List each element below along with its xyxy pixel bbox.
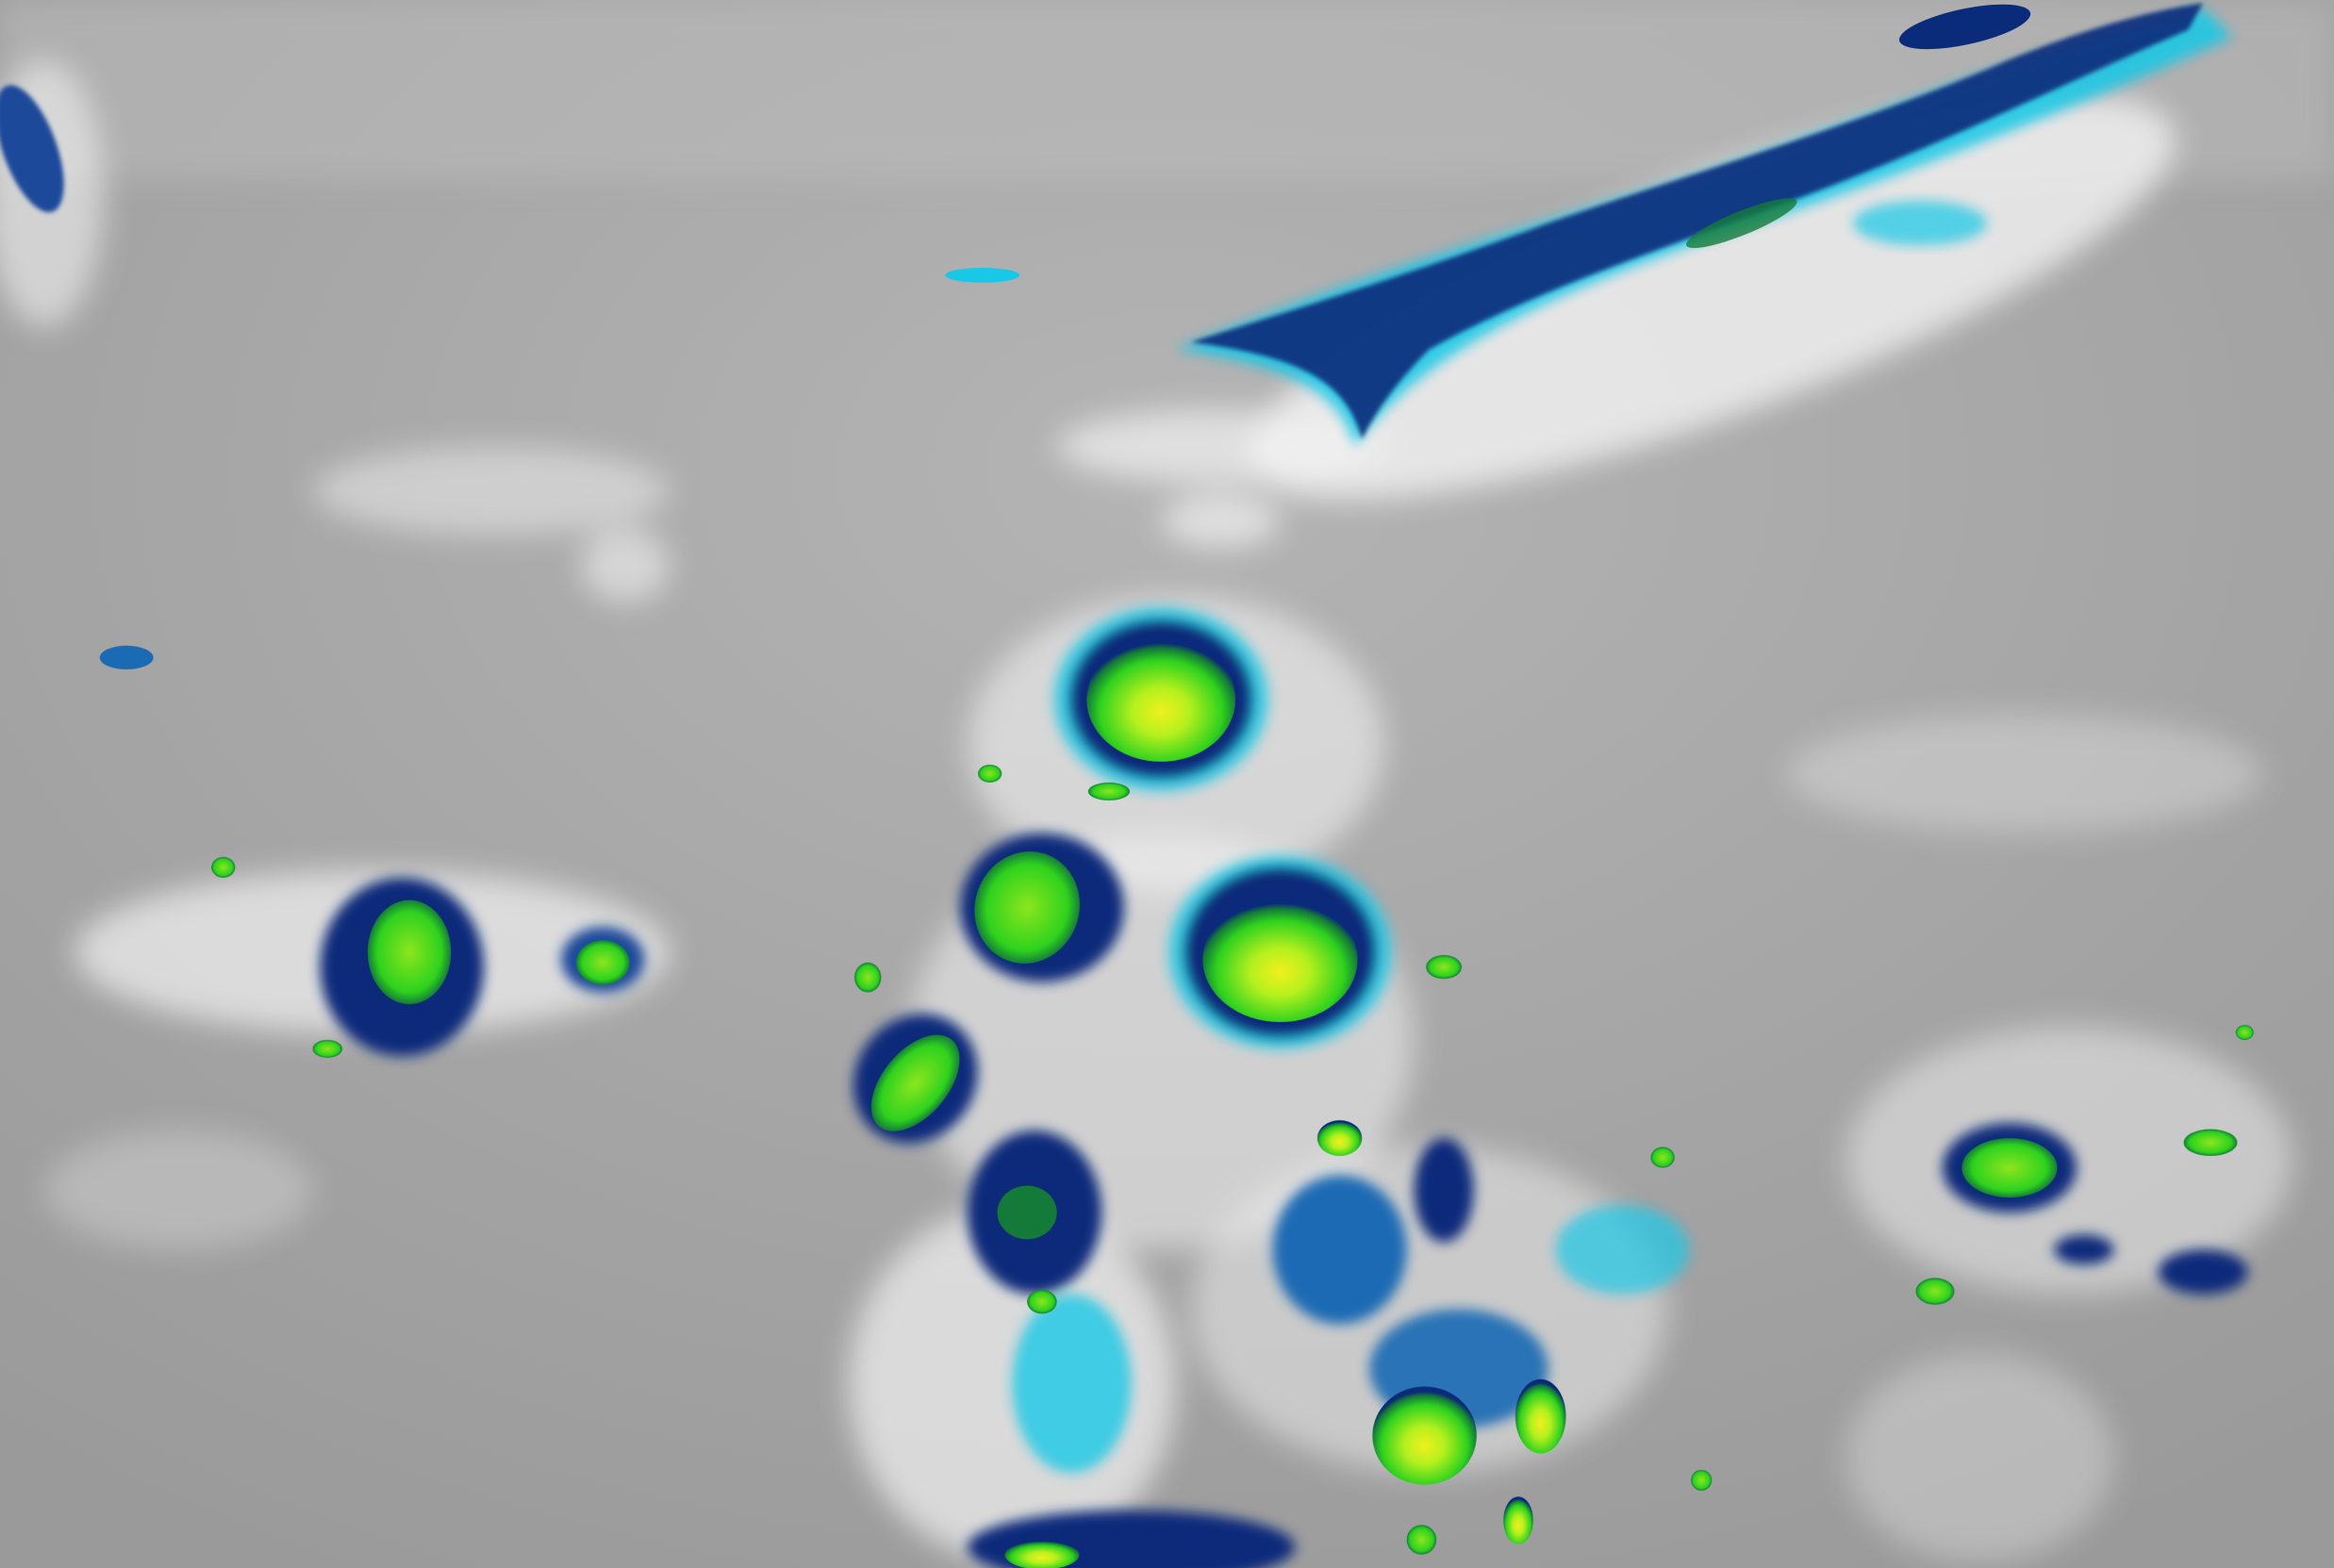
storm-core [1515,1378,1566,1454]
storm-core [870,1034,960,1131]
storm-core [1087,782,1131,801]
northern-cloud-band [0,3,2233,670]
cell-cores [211,636,2254,1568]
storm-core [367,900,452,1005]
storm-core [1962,1138,2058,1198]
small-cyan-streak [945,268,1020,283]
storm-core [978,764,1002,783]
storm-core [1915,1278,1955,1305]
storm-core [997,1185,1057,1240]
storm-core [211,856,236,878]
storm-core [1503,1496,1533,1544]
storm-core [1004,1540,1080,1568]
storm-core [1426,954,1463,980]
storm-core [974,851,1080,964]
storm-core [575,940,630,985]
storm-core [1027,1289,1057,1314]
storm-core [1202,897,1358,1022]
storm-core [1406,1525,1437,1555]
band-green-patch [1686,198,1797,249]
storm-core [854,962,882,993]
storm-core [1650,1147,1675,1168]
storm-core [312,1039,343,1058]
band-cyan-patch [1853,201,1988,246]
band-blue-core [1190,3,2204,439]
storm-core [2183,1129,2238,1156]
storm-core [1086,636,1236,762]
storm-core [1691,1469,1713,1491]
storm-core [2235,1025,2254,1040]
storm-core [1316,1120,1363,1156]
small-blue-cloud [99,645,154,670]
storm-core [1372,1386,1477,1485]
corner-blue-cloud [0,85,64,213]
band-blue-tip [1898,4,2031,50]
